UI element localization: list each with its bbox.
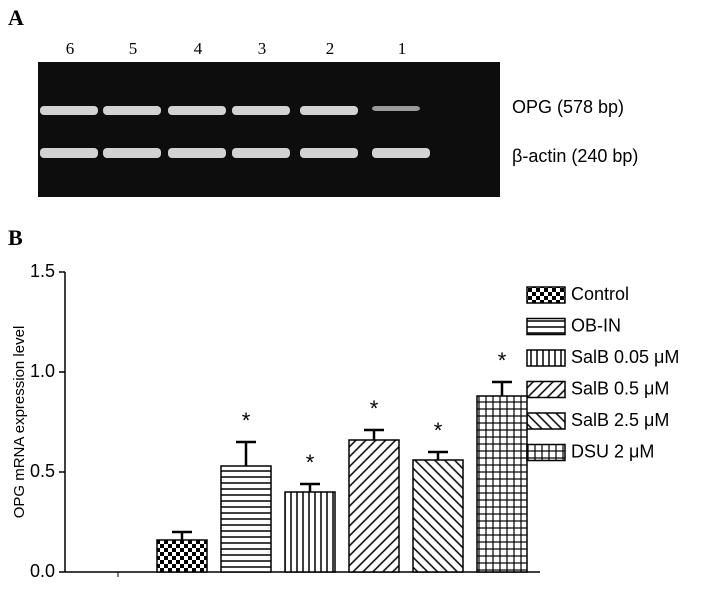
- y-tick-label: 0.0: [30, 561, 55, 581]
- bar: [348, 439, 400, 573]
- gel-band: [372, 106, 420, 111]
- y-tick-label: 1.5: [30, 261, 55, 281]
- lane-label: 1: [398, 39, 407, 58]
- legend-label: Control: [571, 284, 629, 304]
- bar: [156, 539, 208, 573]
- lane-label: 2: [326, 39, 335, 58]
- error-bar: [300, 482, 320, 492]
- significance-mark: *: [370, 396, 379, 421]
- legend-label: SalB 2.5 μM: [571, 410, 669, 430]
- bar: [284, 491, 336, 573]
- legend-swatch: [526, 317, 566, 336]
- gel-band: [232, 106, 290, 115]
- lane-label: 5: [129, 39, 138, 58]
- gel-lanes: 6 5 4 3 2 1: [40, 39, 430, 158]
- plot: 0.0 0.5 1.0 1.5 Control * OB-IN * SalB 0.05 μM * S…: [30, 261, 679, 581]
- gel-band: [372, 148, 430, 158]
- lane-label: 6: [66, 39, 75, 58]
- y-tick-label: 0.5: [30, 461, 55, 481]
- y-tick-label: 1.0: [30, 361, 55, 381]
- bar: [220, 465, 272, 573]
- significance-mark: *: [306, 450, 315, 475]
- legend-label: SalB 0.5 μM: [571, 378, 669, 398]
- significance-mark: *: [434, 418, 443, 443]
- error-bar: [236, 440, 256, 466]
- legend-label: OB-IN: [571, 315, 621, 335]
- legend-label: SalB 0.05 μM: [571, 347, 679, 367]
- gel-band: [232, 148, 290, 158]
- gel-band: [168, 148, 226, 158]
- legend-swatch: [526, 286, 566, 304]
- band-label: β-actin (240 bp): [512, 146, 638, 166]
- bar: [476, 395, 528, 573]
- legend-label: DSU 2 μM: [571, 441, 654, 461]
- error-bar: [364, 428, 384, 440]
- band-label: OPG (578 bp): [512, 97, 624, 117]
- legend-swatch: [526, 380, 566, 399]
- legend-swatch: [526, 443, 566, 462]
- legend-swatch: [526, 349, 566, 367]
- panel-label: A: [8, 5, 24, 30]
- lane-label: 3: [258, 39, 267, 58]
- significance-mark: *: [242, 408, 251, 433]
- error-bar: [428, 450, 448, 460]
- lane-label: 4: [194, 39, 203, 58]
- gel-band: [300, 106, 358, 115]
- gel-band: [168, 106, 226, 115]
- panel-label: B: [8, 225, 23, 250]
- legend-swatch: [526, 412, 566, 430]
- error-bar: [492, 380, 512, 396]
- gel-band: [40, 106, 98, 115]
- gel-band: [40, 148, 98, 158]
- gel-band: [103, 148, 161, 158]
- significance-mark: *: [498, 348, 507, 373]
- error-bar: [172, 530, 192, 540]
- bar: [412, 459, 464, 573]
- gel-image: [38, 62, 500, 197]
- gel-band: [300, 148, 358, 158]
- gel-band: [103, 106, 161, 115]
- y-axis-label: OPG mRNA expression level: [11, 326, 28, 519]
